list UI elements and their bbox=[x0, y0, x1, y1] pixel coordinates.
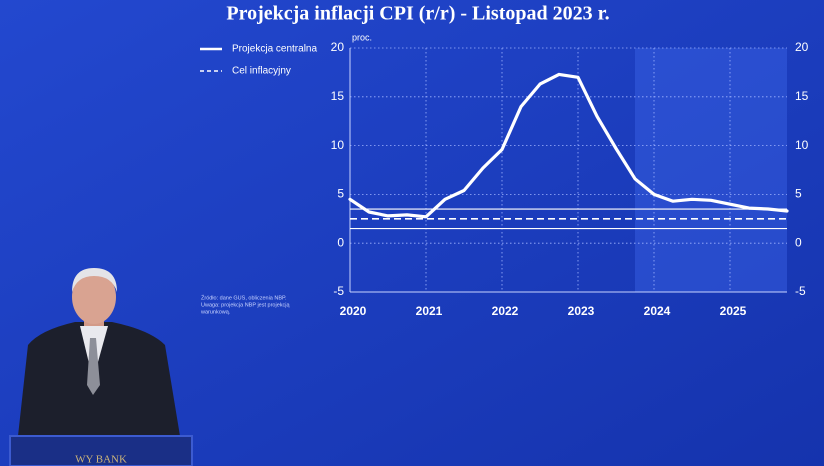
legend-label: Cel inflacyjny bbox=[232, 66, 291, 77]
y2-tick-label: 0 bbox=[795, 235, 802, 249]
x-tick-label: 2021 bbox=[416, 304, 443, 318]
x-tick-label: 2025 bbox=[720, 304, 747, 318]
y-tick-label: 0 bbox=[337, 235, 344, 249]
x-tick-label: 2024 bbox=[644, 304, 671, 318]
x-tick-label: 2022 bbox=[492, 304, 519, 318]
y-tick-label: 15 bbox=[331, 89, 345, 103]
y2-tick-label: 20 bbox=[795, 40, 809, 54]
y2-tick-label: 10 bbox=[795, 138, 809, 152]
y-tick-label: 20 bbox=[331, 40, 345, 54]
chart-title: Projekcja inflacji CPI (r/r) - Listopad … bbox=[226, 3, 609, 25]
y-tick-label: -5 bbox=[333, 284, 344, 298]
y-tick-label: 5 bbox=[337, 187, 344, 201]
speaker bbox=[18, 268, 180, 436]
podium: WY BANK bbox=[9, 435, 193, 466]
head bbox=[72, 270, 116, 324]
y-axis-label: proc. bbox=[352, 32, 372, 42]
projection-area bbox=[635, 48, 787, 292]
tie bbox=[87, 338, 100, 395]
source-note: Źródło: dane GUS, obliczenia NBP. bbox=[201, 294, 287, 301]
y2-tick-label: -5 bbox=[795, 284, 806, 298]
x-tick-label: 2023 bbox=[568, 304, 595, 318]
source-note: Uwaga: projekcja NBP jest projekcją bbox=[201, 302, 290, 308]
y2-tick-label: 5 bbox=[795, 187, 802, 201]
source-note: warunkową. bbox=[200, 309, 231, 315]
legend-label: Projekcja centralna bbox=[232, 44, 317, 55]
hair bbox=[72, 268, 117, 292]
data-line bbox=[348, 72, 789, 219]
podium-label: WY BANK bbox=[75, 454, 127, 466]
x-tick-label: 2020 bbox=[340, 304, 367, 318]
podium-body bbox=[9, 435, 193, 466]
y-tick-label: 10 bbox=[331, 138, 345, 152]
y2-tick-label: 15 bbox=[795, 89, 809, 103]
